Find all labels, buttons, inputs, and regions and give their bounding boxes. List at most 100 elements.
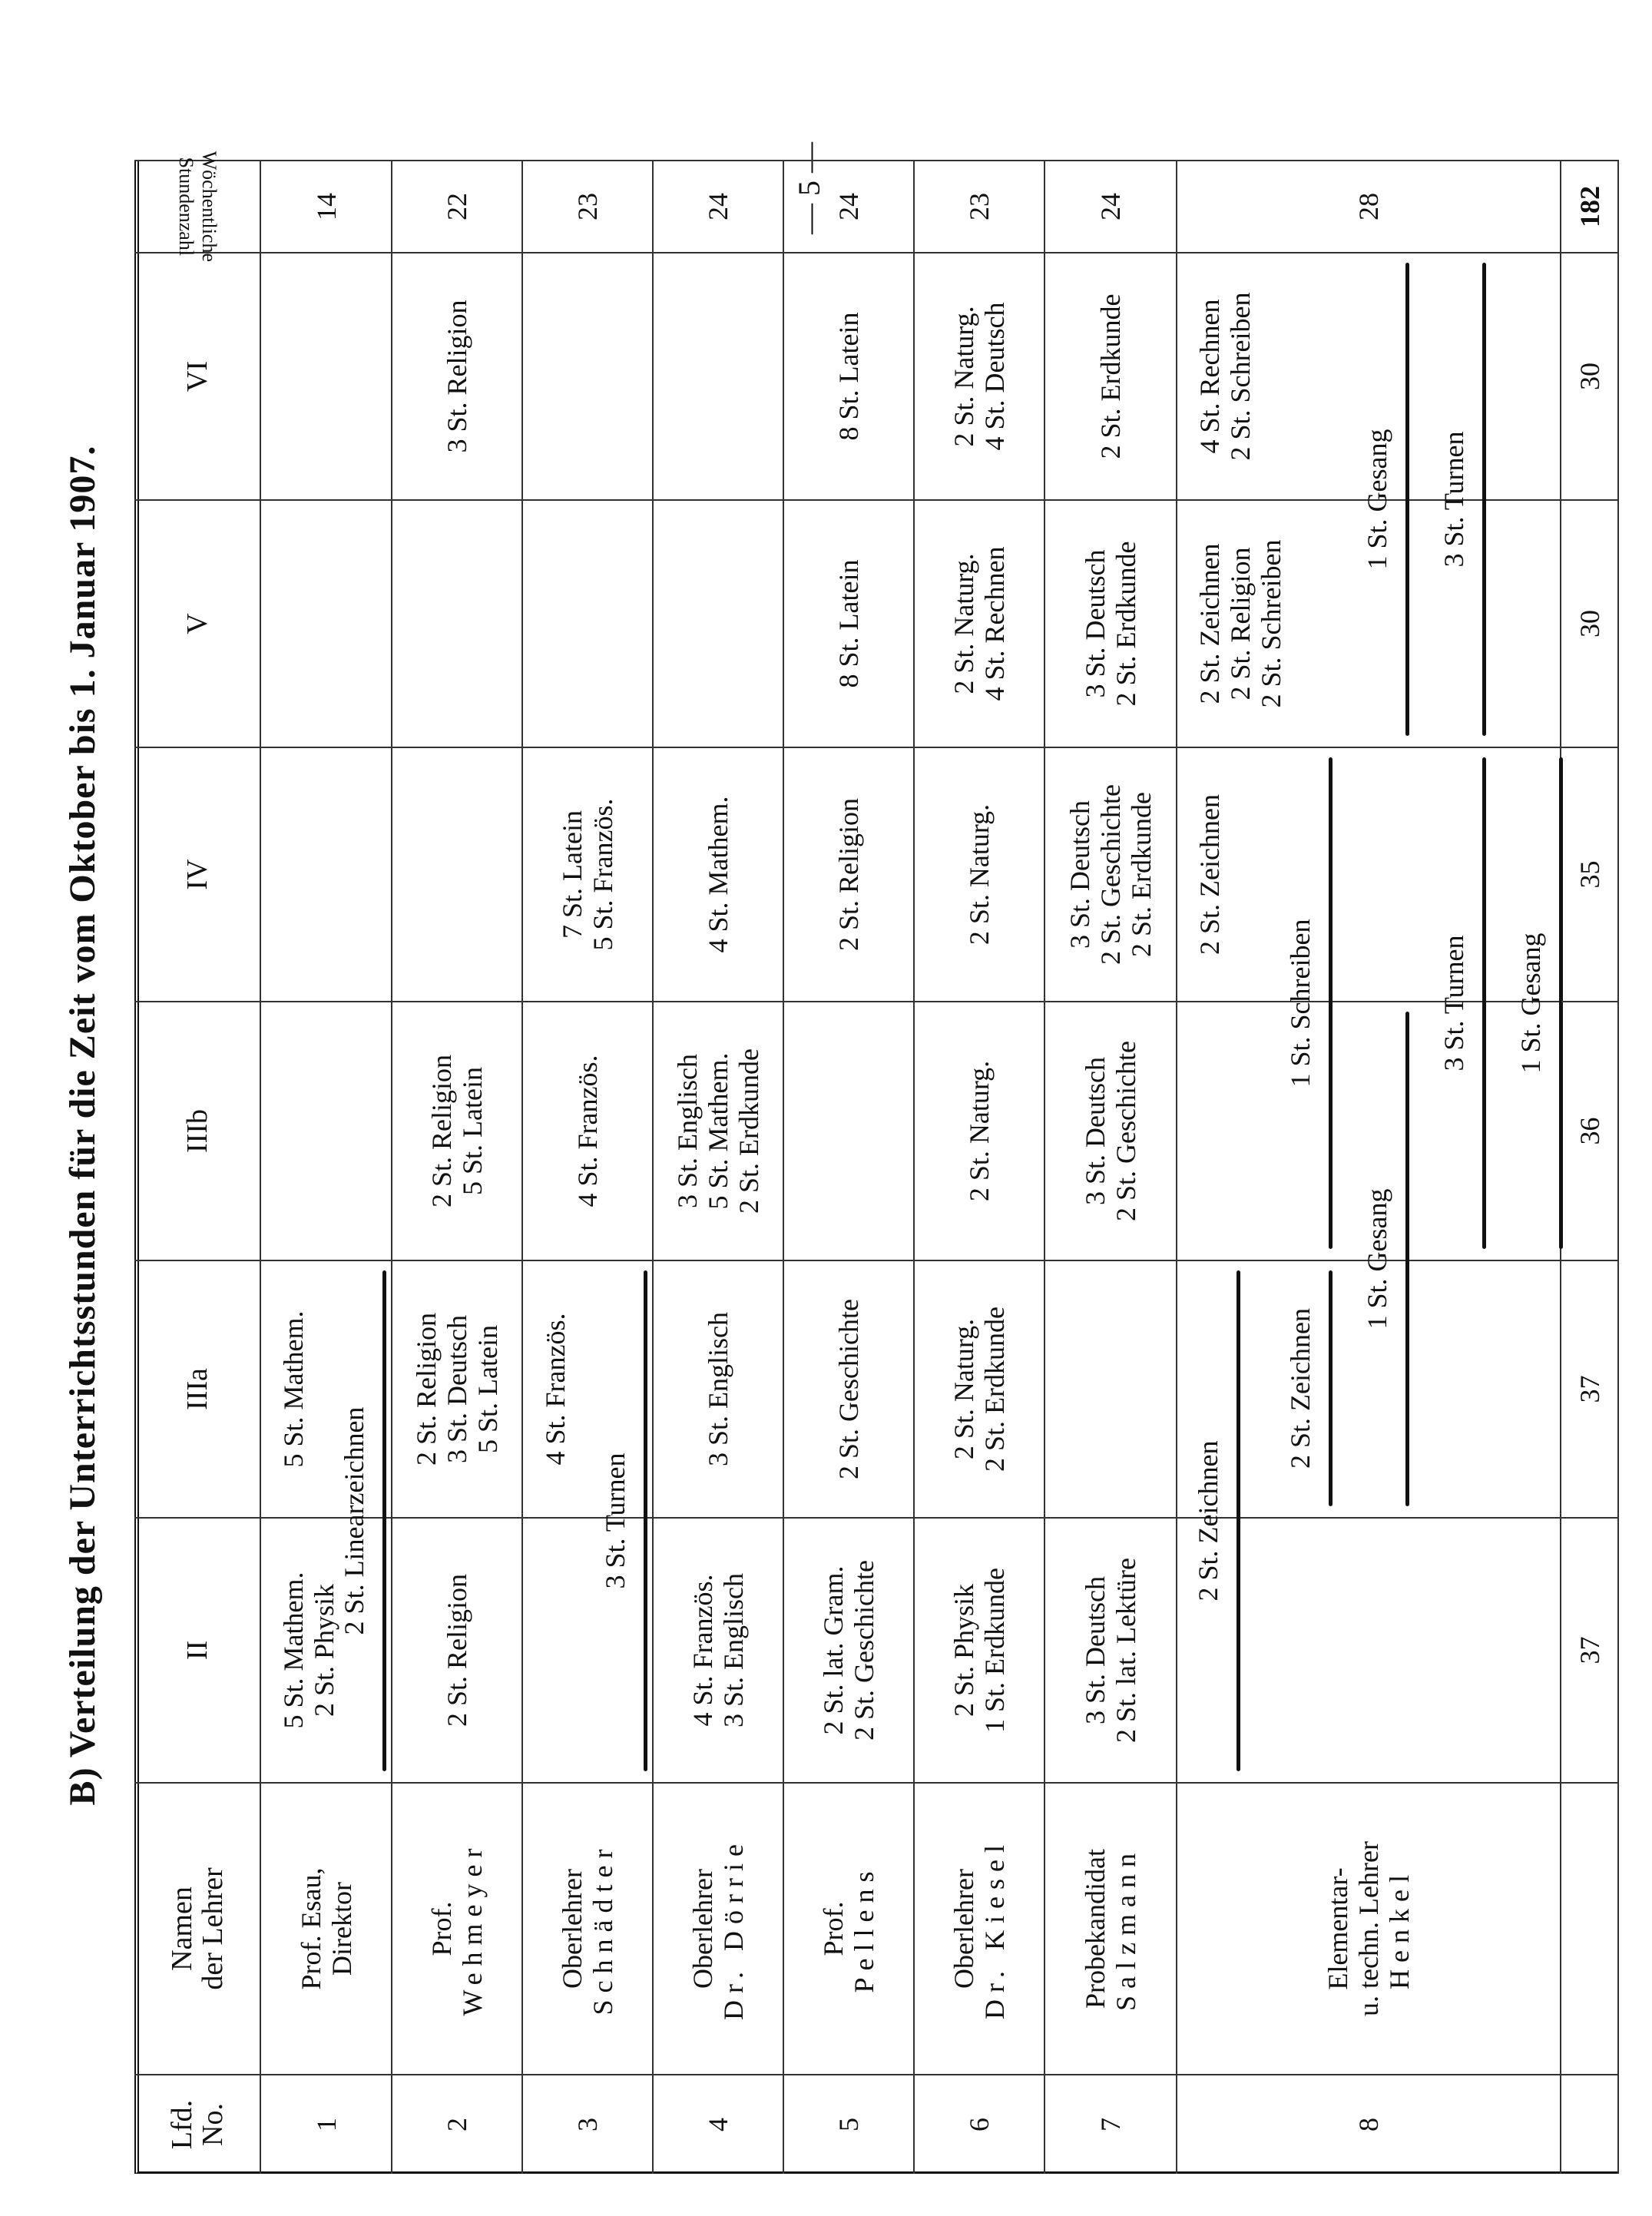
lesson-cell: 3 St. Deutsch 2 St. Geschichte xyxy=(1045,1001,1177,1260)
cell-line: 4 St. Französ. xyxy=(687,1574,718,1727)
row-number: 5 xyxy=(784,2074,915,2174)
lesson-cell: 2 St. Religion 5 St. Latein xyxy=(392,1001,523,1260)
weekly-hours-total: 14 xyxy=(261,160,392,252)
cell-line: 2 St. Religion xyxy=(1225,547,1256,701)
cell-line: V xyxy=(180,613,214,634)
lesson-cell xyxy=(1045,1260,1177,1517)
lesson-cell xyxy=(523,499,654,747)
teacher-name: Oberlehrer Dr. Kiesel xyxy=(915,1782,1045,2074)
class-total: 36 xyxy=(1561,1001,1619,1260)
cell-line: 3 St. Englisch xyxy=(718,1573,749,1728)
lesson-cell: 2 St. Religion xyxy=(784,747,915,1001)
cell-line: 4 St. Rechnen xyxy=(1194,299,1225,454)
cell-line: 2 St. Naturg. xyxy=(948,306,979,447)
lesson-cell: 3 St. Deutsch 2 St. Erdkunde xyxy=(1045,499,1177,747)
row-number: 6 xyxy=(915,2074,1045,2174)
lesson-cell: 2 St. Religion 3 St. Deutsch 5 St. Latein xyxy=(392,1260,523,1517)
weekly-hours-total: 24 xyxy=(654,160,784,252)
cell-line: 8 St. Latein xyxy=(833,559,864,688)
class-total: 30 xyxy=(1561,252,1619,499)
cell-line: Oberlehrer xyxy=(948,1869,979,1989)
cell-line: 3 St. Englisch xyxy=(703,1312,733,1467)
lesson-cell xyxy=(261,499,392,747)
header-class-vi: VI xyxy=(134,252,261,499)
cell-line: Wöchentliche xyxy=(197,151,220,263)
cell-line: 3 St. Deutsch xyxy=(1080,549,1111,698)
totals-label-empty xyxy=(1561,1782,1619,2074)
cell-line: 2 St. Zeichnen xyxy=(1194,794,1225,955)
cell-line: Prof. xyxy=(426,1901,457,1956)
teacher-name: Prof. Wehmeyer xyxy=(392,1782,523,2074)
cell-line: 23 xyxy=(572,193,603,220)
header-class-iv: IV xyxy=(134,747,261,1001)
shared-lesson: 1 St. Gesang xyxy=(1515,747,1563,1260)
lesson-cell xyxy=(523,252,654,499)
cell-line: 4 St. Französ. xyxy=(572,1055,603,1207)
cell-line: 3 St. Deutsch xyxy=(1080,1057,1111,1205)
lesson-cell xyxy=(784,1001,915,1260)
grand-total: 182 xyxy=(1561,160,1619,252)
cell-line: 5 St. Mathem. xyxy=(278,1572,309,1729)
cell-line: 5 St. Mathem. xyxy=(703,1052,733,1210)
cell-line: VI xyxy=(180,360,214,393)
lesson-cell: 3 St. Deutsch 2 St. Geschichte 2 St. Erdku… xyxy=(1045,747,1177,1001)
page-title: B) Verteilung der Unterrichtsstunden für… xyxy=(62,445,103,1806)
lesson-cell: 2 St. Naturg. xyxy=(915,747,1045,1001)
cell-line: Schnädter xyxy=(588,1842,618,2016)
lesson-cell xyxy=(654,499,784,747)
cell-line: Stundenzahl xyxy=(174,157,197,257)
cell-line: 4 xyxy=(703,2118,733,2132)
lesson-cell xyxy=(261,747,392,1001)
cell-line: 24 xyxy=(1095,193,1126,220)
class-total: 37 xyxy=(1561,1260,1619,1517)
totals-empty xyxy=(1561,2074,1619,2174)
row-number: 1 xyxy=(261,2074,392,2174)
cell-line: Elementar- xyxy=(1323,1867,1353,1990)
cell-line: Dr. Kiesel xyxy=(979,1838,1010,2019)
cell-line: 2 St. Geschichte xyxy=(1111,1041,1141,1221)
lesson-cell xyxy=(392,499,523,747)
shared-lesson: 2 St. Zeichnen xyxy=(1285,1260,1333,1517)
cell-line: 14 xyxy=(310,193,342,220)
cell-line: 8 xyxy=(1353,2118,1384,2132)
cell-line: 22 xyxy=(442,193,472,220)
cell-line: 3 St. Religion xyxy=(442,300,472,453)
cell-line: 1 xyxy=(310,2118,342,2132)
cell-line: No. xyxy=(196,2103,229,2146)
cell-line: 2 St. Naturg. xyxy=(964,803,995,946)
cell-line: 2 St. Physik xyxy=(948,1583,979,1717)
lesson-cell: 7 St. Latein 5 St. Französ. xyxy=(523,747,654,1001)
cell-line: 4 St. Rechnen xyxy=(979,546,1010,701)
shared-lesson: 3 St. Turnen xyxy=(1438,252,1486,747)
weekly-hours-total: 23 xyxy=(915,160,1045,252)
cell-line: 24 xyxy=(703,193,733,220)
cell-line: Henkel xyxy=(1384,1868,1415,1989)
weekly-hours-total: 24 xyxy=(1045,160,1177,252)
cell-line: Prof. Esau, xyxy=(295,1867,326,1990)
lesson-cell xyxy=(392,747,523,1001)
cell-line: 182 xyxy=(1574,186,1605,227)
cell-line: 7 St. Latein xyxy=(557,810,588,939)
cell-line: 2 St. Naturg. xyxy=(948,1318,979,1460)
shared-lesson: 2 St. Zeichnen xyxy=(1193,1260,1240,1782)
lesson-cell: 2 St. Religion xyxy=(392,1517,523,1782)
header-weekly-hours: Wöchentliche Stundenzahl xyxy=(134,151,261,262)
cell-line: 4 St. Mathem. xyxy=(703,796,733,953)
cell-line: 2 St. Religion xyxy=(426,1054,457,1208)
header-class-iiia: IIIa xyxy=(134,1260,261,1517)
cell-line: 5 St. Französ. xyxy=(588,798,618,951)
cell-line: 6 xyxy=(964,2118,995,2132)
cell-line: der Lehrer xyxy=(196,1867,229,1990)
cell-line: 2 St. Religion xyxy=(411,1312,442,1466)
header-class-ii: II xyxy=(134,1517,261,1782)
cell-line: 2 St. Physik xyxy=(309,1583,339,1717)
cell-line: 5 St. Latein xyxy=(472,1325,503,1453)
teacher-name: Oberlehrer Schnädter xyxy=(523,1782,654,2074)
cell-line: 2 St. Geschichte xyxy=(849,1560,879,1741)
lesson-cell: 3 St. Englisch 5 St. Mathem. 2 St. Erdkund… xyxy=(654,1001,784,1260)
shared-lesson: 1 St. Gesang xyxy=(1362,252,1409,747)
cell-line: 2 St. Schreiben xyxy=(1256,539,1286,708)
cell-line: 2 St. Religion xyxy=(833,797,864,952)
teacher-name: Oberlehrer Dr. Dörrie xyxy=(654,1782,784,2074)
